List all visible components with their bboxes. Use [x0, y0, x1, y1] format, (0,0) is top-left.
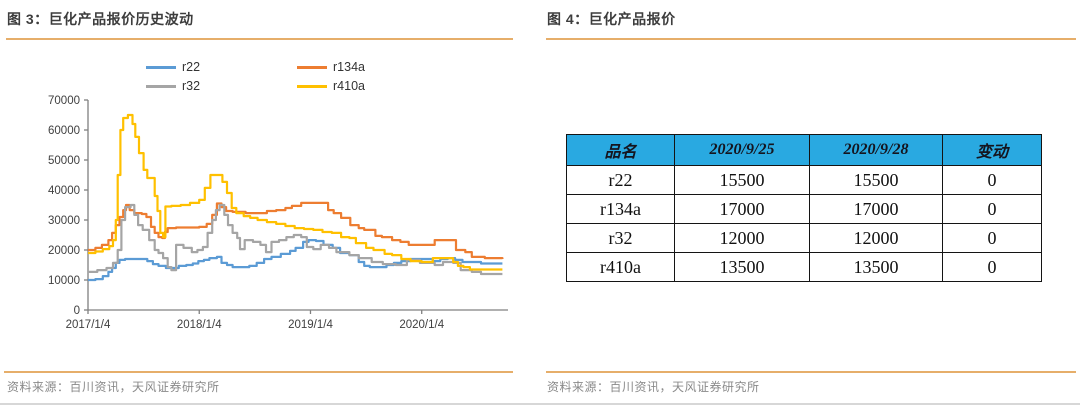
figure3-source-rule	[4, 371, 513, 373]
price-table-header-2: 2020/9/28	[809, 134, 943, 166]
legend-swatch-r32	[146, 84, 176, 88]
chart-legend: r22 r134a r32 r410a	[146, 60, 417, 93]
price-table-row-r410a: r410a 13500 13500 0	[566, 252, 1042, 282]
figure4-title: 图 4：巨化产品报价	[547, 11, 676, 27]
legend-item-r32: r32	[146, 79, 297, 93]
legend-item-r22: r22	[146, 60, 297, 74]
legend-label-r134a: r134a	[333, 60, 365, 74]
figure4-title-rule	[546, 38, 1076, 40]
price-cell: 0	[942, 194, 1042, 224]
price-table-row-r22: r22 15500 15500 0	[566, 165, 1042, 195]
figure3-source-note: 资料来源：百川资讯，天风证券研究所	[7, 380, 220, 394]
price-cell: 0	[942, 252, 1042, 282]
product-name-cell: r134a	[566, 194, 675, 224]
chart-canvas: 0 10000 20000 30000 40000 50000 60000 70000 2017…	[48, 95, 508, 331]
product-name-cell: r410a	[566, 252, 675, 282]
price-table-row-r32: r32 12000 12000 0	[566, 223, 1042, 253]
legend-swatch-r134a	[297, 65, 327, 69]
figure4-source-rule	[546, 371, 1076, 373]
product-name-cell: r32	[566, 223, 675, 253]
x-tick-label: 2019/1/4	[288, 319, 333, 331]
x-tick-label: 2017/1/4	[66, 319, 111, 331]
price-table: 品名 2020/9/25 2020/9/28 变动 r22 15500 15500 0 r13…	[566, 134, 1042, 282]
figure3-title-rule	[6, 38, 513, 40]
legend-label-r32: r32	[182, 79, 201, 93]
series-line-r22	[88, 239, 503, 282]
y-tick-label: 60000	[48, 125, 80, 137]
y-tick-label: 50000	[48, 155, 80, 167]
page-bottom-border	[0, 403, 1080, 405]
legend-label-r410a: r410a	[333, 79, 365, 93]
legend-item-r134a: r134a	[297, 60, 417, 74]
price-cell: 12000	[674, 223, 810, 253]
x-tick-label: 2020/1/4	[399, 319, 444, 331]
x-tick-label: 2018/1/4	[177, 319, 222, 331]
price-history-chart: 0 10000 20000 30000 40000 50000 60000 70000 2017…	[48, 60, 508, 331]
price-cell: 0	[942, 223, 1042, 253]
figure4-panel: 图 4：巨化产品报价 品名 2020/9/25 2020/9/28 变动 r22 155…	[540, 0, 1080, 407]
y-tick-label: 0	[74, 305, 80, 317]
price-cell: 17000	[674, 194, 810, 224]
price-table-header-3: 变动	[942, 134, 1042, 166]
price-cell: 0	[942, 165, 1042, 195]
legend-swatch-r410a	[297, 84, 327, 88]
price-table-header-0: 品名	[566, 134, 675, 166]
product-name-cell: r22	[566, 165, 675, 195]
y-tick-label: 10000	[48, 275, 80, 287]
price-table-row-r134a: r134a 17000 17000 0	[566, 194, 1042, 224]
series-line-r32	[88, 203, 503, 276]
series-line-r410a	[88, 113, 503, 271]
figure4-source-note: 资料来源：百川资讯，天风证券研究所	[547, 380, 760, 394]
y-tick-label: 30000	[48, 215, 80, 227]
legend-item-r410a: r410a	[297, 79, 417, 93]
figure3-panel: 图 3：巨化产品报价历史波动 0 10000 20000 30000 40000 5000…	[4, 11, 513, 394]
legend-label-r22: r22	[182, 60, 201, 74]
figure3-title: 图 3：巨化产品报价历史波动	[7, 11, 194, 27]
y-tick-label: 20000	[48, 245, 80, 257]
price-table-header-row: 品名 2020/9/25 2020/9/28 变动	[566, 134, 1042, 166]
y-tick-label: 70000	[48, 95, 80, 107]
legend-swatch-r22	[146, 65, 176, 69]
price-cell: 13500	[809, 252, 943, 282]
price-cell: 13500	[674, 252, 810, 282]
price-cell: 15500	[809, 165, 943, 195]
price-cell: 12000	[809, 223, 943, 253]
y-tick-label: 40000	[48, 185, 80, 197]
price-cell: 15500	[674, 165, 810, 195]
price-table-header-1: 2020/9/25	[674, 134, 810, 166]
price-cell: 17000	[809, 194, 943, 224]
